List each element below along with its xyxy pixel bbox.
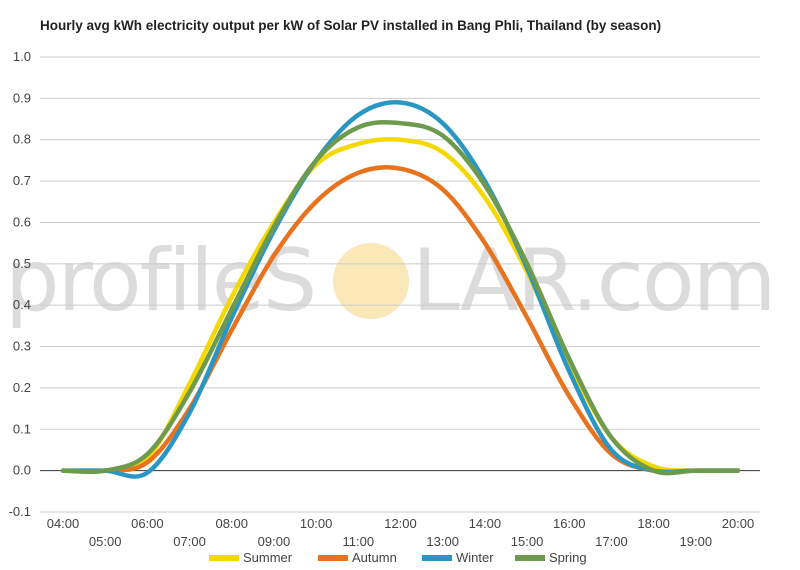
- watermark-sun: [333, 243, 409, 319]
- y-tick-label: 0.0: [13, 463, 31, 478]
- y-tick-label: 0.8: [13, 132, 31, 147]
- chart-title: Hourly avg kWh electricity output per kW…: [40, 18, 662, 33]
- y-tick-label: 0.1: [13, 421, 31, 436]
- legend-swatch-spring: [515, 555, 545, 561]
- series-line-autumn: [60, 165, 741, 475]
- y-tick-label: 0.3: [13, 339, 31, 354]
- y-tick-label: 0.4: [13, 297, 31, 312]
- watermark-text-left: profileS: [5, 231, 315, 331]
- legend-label-summer: Summer: [243, 550, 293, 565]
- y-tick-label: 0.6: [13, 214, 31, 229]
- y-tick-label: 1.0: [13, 49, 31, 64]
- x-tick-label: 09:00: [258, 534, 291, 549]
- x-tick-label: 19:00: [680, 534, 713, 549]
- legend-label-winter: Winter: [456, 550, 494, 565]
- watermark-text-right: LAR.com: [412, 231, 774, 331]
- legend-item-summer[interactable]: Summer: [209, 550, 293, 565]
- x-tick-label: 12:00: [384, 516, 417, 531]
- y-tick-label: -0.1: [9, 504, 31, 519]
- series-group: [60, 99, 741, 479]
- x-tick-label: 04:00: [47, 516, 80, 531]
- y-tick-label: 0.9: [13, 90, 31, 105]
- legend-item-autumn[interactable]: Autumn: [318, 550, 397, 565]
- x-tick-label: 07:00: [173, 534, 206, 549]
- y-tick-label: 0.2: [13, 380, 31, 395]
- y-axis: -0.1 0.0 0.1 0.2 0.3 0.4 0.5 0.6 0.7 0.8 0.9 1.0: [9, 49, 31, 519]
- legend-swatch-winter: [422, 555, 452, 561]
- x-axis: 04:00 05:00 06:00 07:00 08:00 09:00 10:00 11:00…: [47, 516, 755, 549]
- y-tick-label: 0.7: [13, 173, 31, 188]
- series-line-winter: [60, 99, 741, 479]
- watermark: profileS LAR.com: [5, 231, 776, 331]
- series-line-spring: [60, 119, 741, 476]
- legend-item-spring[interactable]: Spring: [515, 550, 587, 565]
- x-tick-label: 06:00: [131, 516, 164, 531]
- x-tick-label: 05:00: [89, 534, 122, 549]
- x-tick-label: 18:00: [637, 516, 670, 531]
- x-tick-label: 16:00: [553, 516, 586, 531]
- x-tick-label: 11:00: [343, 534, 375, 549]
- legend-label-autumn: Autumn: [352, 550, 397, 565]
- x-tick-label: 10:00: [300, 516, 333, 531]
- x-tick-label: 20:00: [722, 516, 755, 531]
- legend[interactable]: Summer Autumn Winter Spring: [209, 550, 587, 565]
- legend-swatch-summer: [209, 555, 239, 561]
- x-tick-label: 14:00: [469, 516, 502, 531]
- legend-item-winter[interactable]: Winter: [422, 550, 494, 565]
- legend-swatch-autumn: [318, 555, 348, 561]
- x-tick-label: 13:00: [426, 534, 459, 549]
- x-tick-label: 15:00: [511, 534, 544, 549]
- y-tick-label: 0.5: [13, 256, 31, 271]
- legend-label-spring: Spring: [549, 550, 587, 565]
- x-tick-label: 17:00: [595, 534, 628, 549]
- x-tick-label: 08:00: [215, 516, 248, 531]
